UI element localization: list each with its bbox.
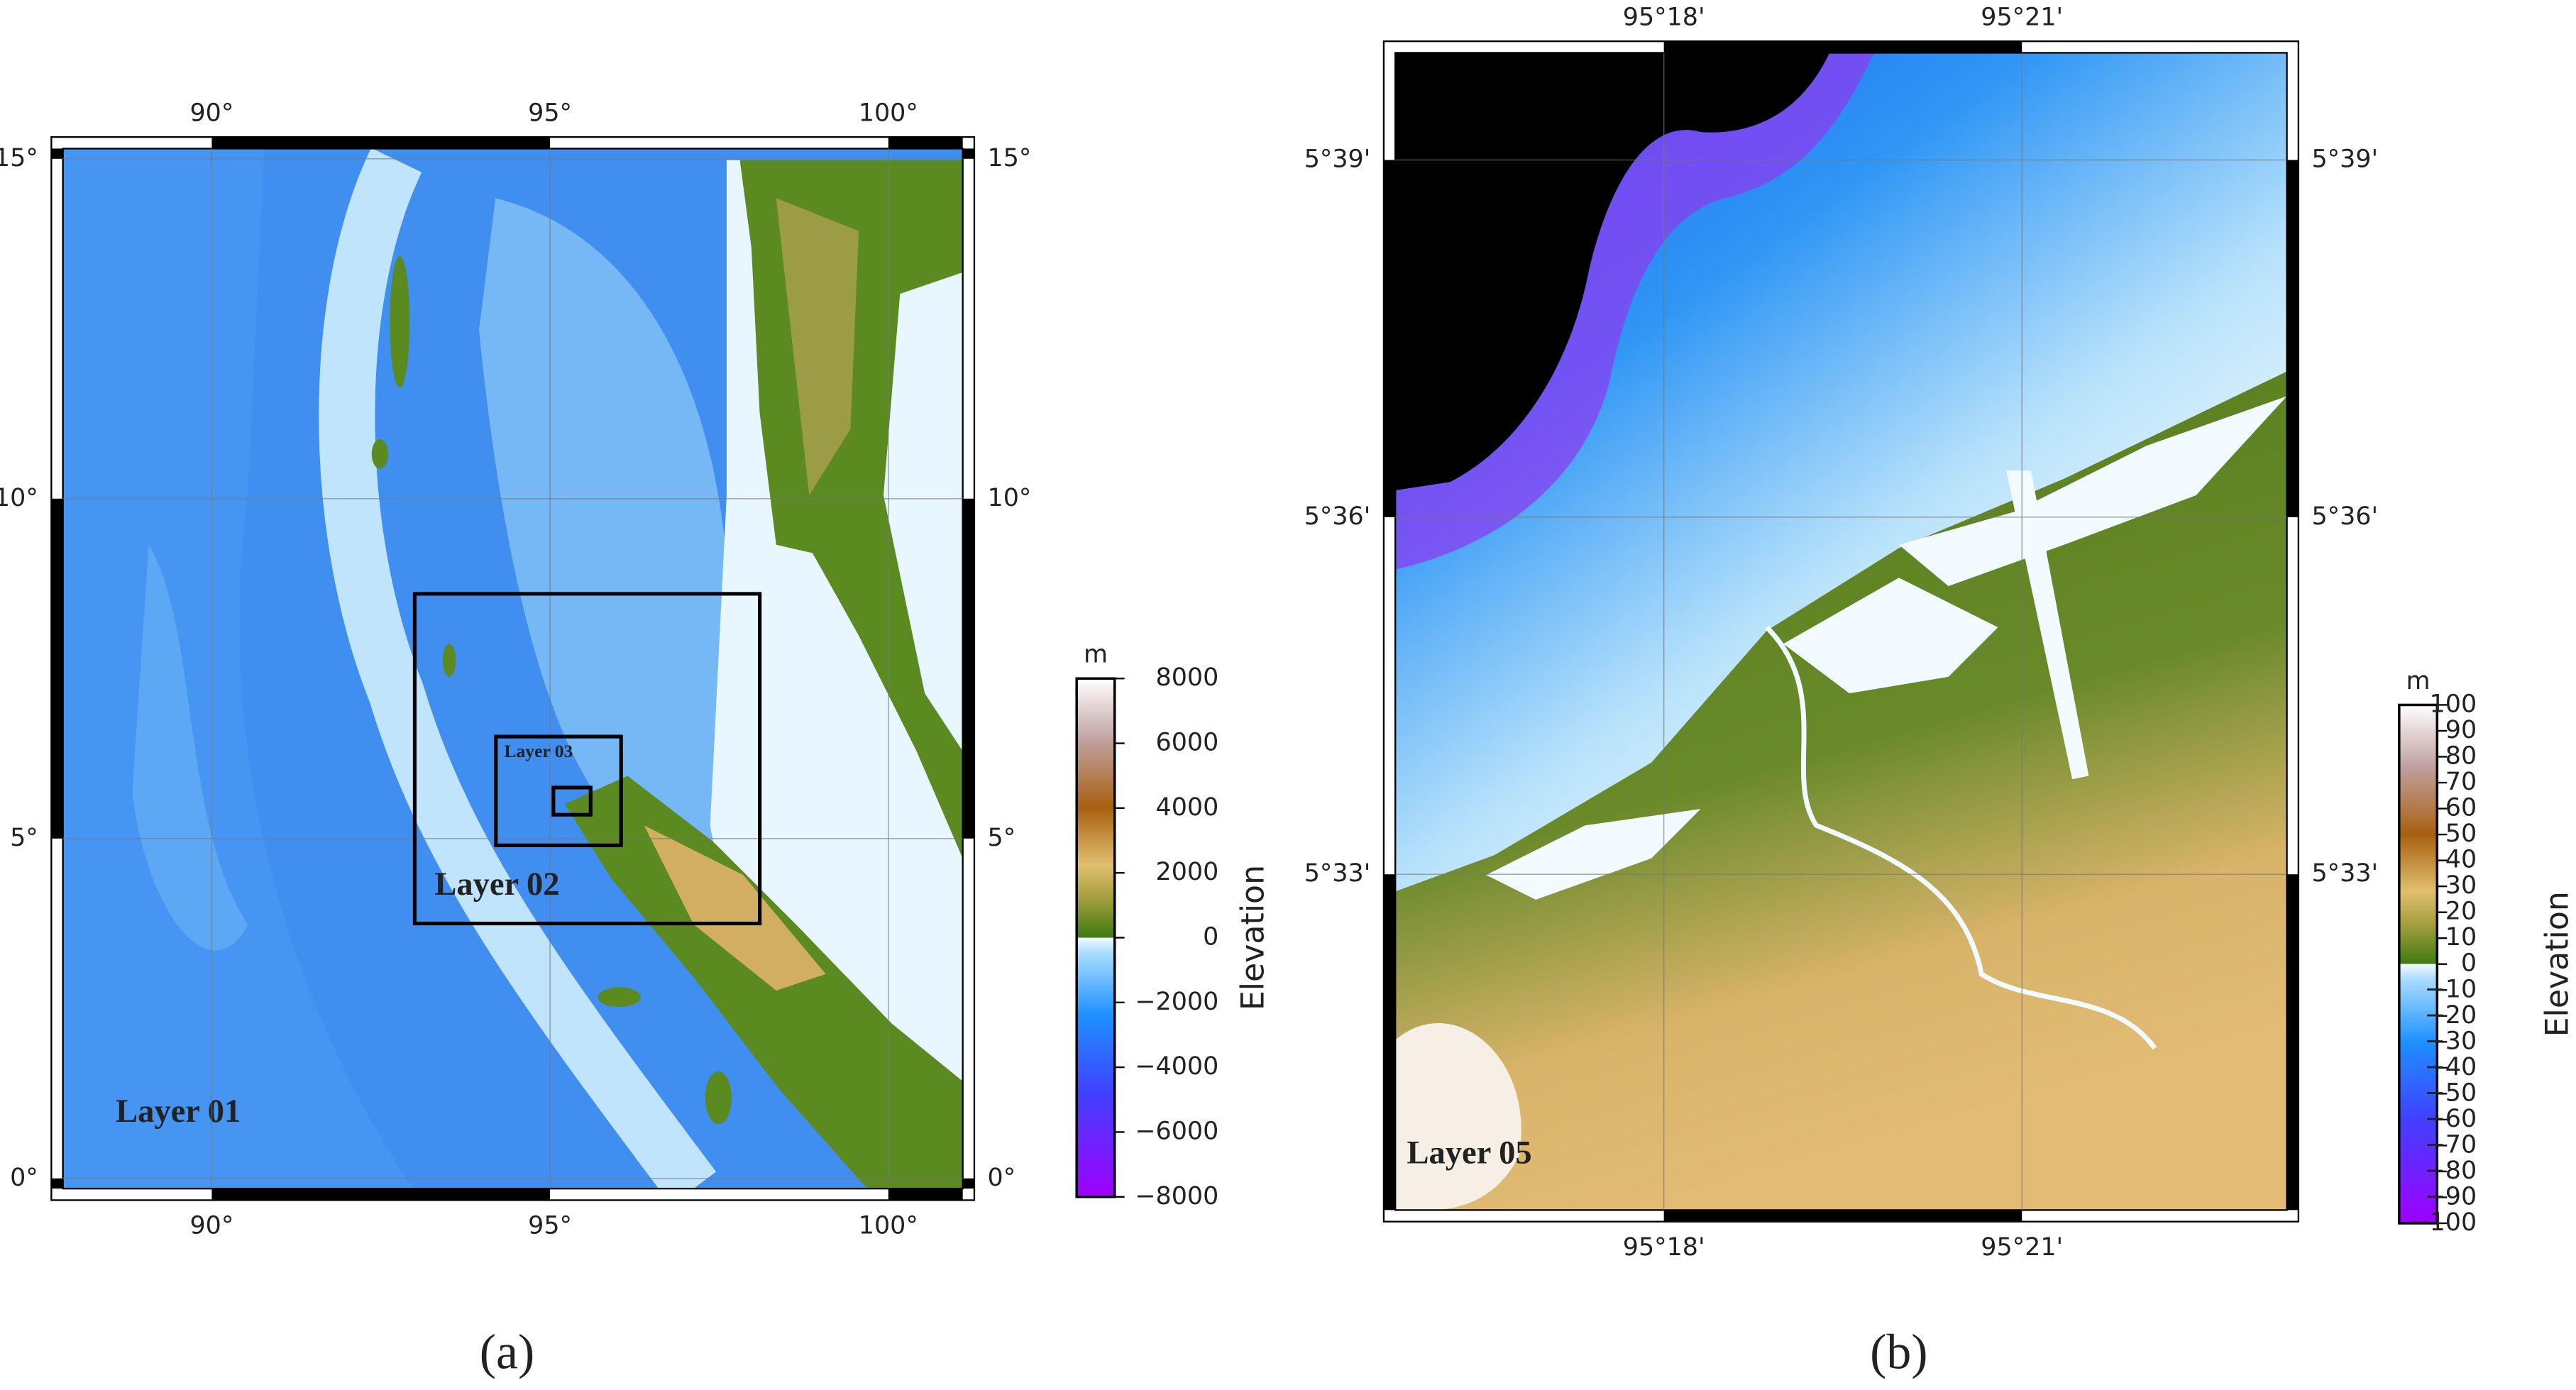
colorbar-tick-label: −50 <box>2425 1079 2477 1107</box>
colorbar-title: Elevation <box>1235 865 1271 1010</box>
colorbar-tick-label: 70 <box>2445 768 2477 796</box>
lat-tick-label: 5°33' <box>2311 859 2378 888</box>
colorbar-tick-label: −80 <box>2425 1157 2477 1185</box>
frame-bar <box>888 1188 963 1201</box>
panel-caption: (b) <box>1870 1325 1927 1379</box>
lon-tick-label: 95°21' <box>1981 1233 2063 1262</box>
frame-bar <box>2286 160 2299 517</box>
colorbar-tick-label: −8000 <box>1135 1182 1218 1210</box>
lon-tick-label: 100° <box>859 1212 918 1240</box>
lat-tick-label: 0° <box>988 1164 1016 1192</box>
frame-bar <box>888 137 963 149</box>
frame-bar <box>1663 1210 2022 1222</box>
colorbar-tick-label: −2000 <box>1135 988 1218 1016</box>
frame-bar <box>1383 160 1396 517</box>
frame-bar <box>962 1178 974 1189</box>
map-b <box>1395 53 2287 1210</box>
lat-tick-label: 5°36' <box>2311 502 2378 531</box>
lat-tick-label: 10° <box>0 484 38 512</box>
colorbar-tick-label: 0 <box>1203 923 1218 952</box>
layer-label: Layer 03 <box>504 741 573 761</box>
lon-tick-label: 95°18' <box>1623 4 1705 32</box>
frame-bar <box>51 1178 63 1189</box>
frame-bar <box>1663 41 2022 53</box>
lon-tick-label: 100° <box>859 99 918 128</box>
frame-bar <box>51 148 63 159</box>
colorbar-tick-label: 10 <box>2445 923 2477 952</box>
lon-tick-label: 95°21' <box>1981 4 2063 32</box>
colorbar-tick-label: −20 <box>2425 1001 2477 1030</box>
layer-label: Layer 02 <box>434 866 559 903</box>
colorbar-tick-label: 50 <box>2445 820 2477 848</box>
frame-bar <box>211 1188 551 1201</box>
colorbar-unit: m <box>2406 667 2431 695</box>
colorbar-b <box>2398 703 2439 1225</box>
colorbar-tick-label: 8000 <box>1156 663 1219 692</box>
colorbar-tick-label: −4000 <box>1135 1052 1218 1081</box>
colorbar-tick-label: −90 <box>2425 1182 2477 1210</box>
lon-tick-label: 95° <box>528 1212 572 1240</box>
map-a <box>62 148 963 1189</box>
colorbar-tick-label: 90 <box>2445 716 2477 744</box>
colorbar-tick-label: −60 <box>2425 1105 2477 1133</box>
colorbar-tick-label: −30 <box>2425 1027 2477 1055</box>
lat-tick-label: 15° <box>988 144 1032 172</box>
lat-tick-label: 0° <box>10 1164 38 1192</box>
frame-bar <box>51 498 63 839</box>
colorbar-tick-label: 4000 <box>1156 793 1219 822</box>
colorbar-tick-label: −70 <box>2425 1130 2477 1159</box>
layer-box <box>412 592 762 926</box>
lon-tick-label: 90° <box>189 99 233 128</box>
lon-tick-label: 90° <box>189 1212 233 1240</box>
frame-bar <box>1383 874 1396 1210</box>
lat-tick-label: 5° <box>988 824 1016 852</box>
colorbar-tick-label: 0 <box>2461 949 2477 978</box>
panel-caption: (a) <box>480 1325 534 1379</box>
frame-bar <box>211 137 551 149</box>
colorbar-tick-label: 20 <box>2445 898 2477 926</box>
colorbar-tick-label: −6000 <box>1135 1117 1218 1145</box>
lat-tick-label: 10° <box>988 484 1032 512</box>
colorbar-tick-label: 100 <box>2430 690 2477 718</box>
lat-tick-label: 5°39' <box>2311 145 2378 173</box>
lon-tick-label: 95° <box>528 99 572 128</box>
colorbar-tick-label: −40 <box>2425 1053 2477 1081</box>
colorbar-title: Elevation <box>2539 891 2575 1037</box>
colorbar-tick-label: 60 <box>2445 794 2477 822</box>
frame-bar <box>2286 874 2299 1210</box>
lat-tick-label: 5°39' <box>1304 145 1371 173</box>
layer-label: Layer 05 <box>1407 1135 1532 1171</box>
layer-box <box>494 734 623 847</box>
layer-box <box>551 785 593 817</box>
frame-bar <box>962 498 974 839</box>
frame-bar <box>962 148 974 159</box>
lon-tick-label: 95°18' <box>1623 1233 1705 1262</box>
colorbar-tick-label: −100 <box>2409 1208 2477 1237</box>
colorbar-tick-label: 40 <box>2445 846 2477 874</box>
lat-tick-label: 5° <box>10 824 38 852</box>
layer-label: Layer 01 <box>116 1093 241 1130</box>
lat-tick-label: 5°36' <box>1304 502 1371 531</box>
colorbar-tick-label: 80 <box>2445 742 2477 771</box>
colorbar-tick-label: −10 <box>2425 975 2477 1003</box>
colorbar-unit: m <box>1084 641 1108 669</box>
colorbar-tick-label: 2000 <box>1156 858 1219 886</box>
colorbar-tick-label: 6000 <box>1156 729 1219 757</box>
lat-tick-label: 15° <box>0 144 38 172</box>
colorbar-a <box>1075 677 1116 1198</box>
colorbar-tick-label: 30 <box>2445 871 2477 900</box>
lat-tick-label: 5°33' <box>1304 859 1371 888</box>
